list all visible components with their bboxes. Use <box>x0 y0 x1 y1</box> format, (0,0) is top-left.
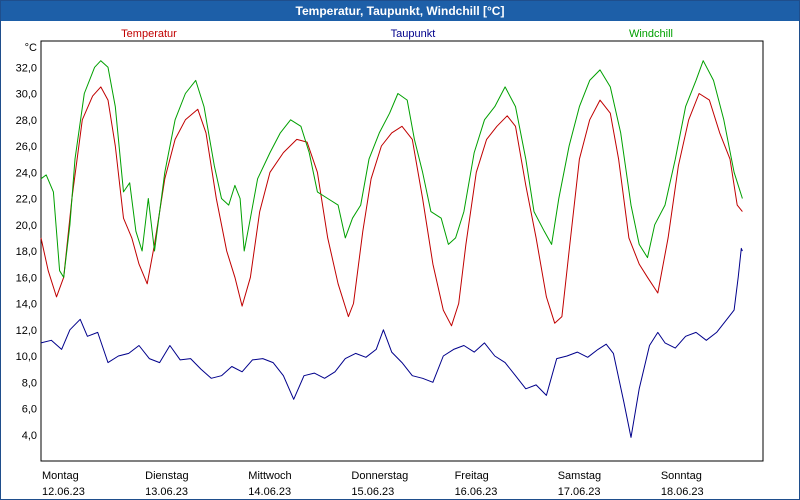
x-tick-day-label: Donnerstag <box>351 470 408 482</box>
y-tick-label: 14,0 <box>16 299 37 311</box>
y-tick-label: 10,0 <box>16 351 37 363</box>
legend: Temperatur Taupunkt Windchill <box>121 28 673 40</box>
x-tick-day-label: Mittwoch <box>248 470 291 482</box>
y-tick-label: 20,0 <box>16 220 37 232</box>
x-tick-day-label: Dienstag <box>145 470 188 482</box>
legend-entry-temperatur: Temperatur <box>121 28 177 40</box>
y-tick-label: 4,0 <box>22 430 37 442</box>
x-tick-date-label: 14.06.23 <box>248 486 291 498</box>
series-line-windchill <box>40 60 743 278</box>
x-tick-day-label: Freitag <box>455 470 489 482</box>
series-line-temperatur <box>40 86 743 327</box>
series-lines <box>40 60 743 438</box>
x-tick-date-label: 17.06.23 <box>558 486 601 498</box>
x-tick-day-label: Montag <box>42 470 79 482</box>
y-tick-label: 12,0 <box>16 325 37 337</box>
x-tick-day-label: Sonntag <box>661 470 702 482</box>
x-tick-day-label: Samstag <box>558 470 601 482</box>
line-chart: 4,0 6,0 8,0 10,0 12,0 14,0 16,0 18,0 20,0 22,0 24,… <box>16 28 764 498</box>
y-tick-label: 8,0 <box>22 377 37 389</box>
y-tick-label: 16,0 <box>16 272 37 284</box>
window-title: Temperatur, Taupunkt, Windchill [°C] <box>1 1 799 21</box>
legend-entry-windchill: Windchill <box>629 28 673 40</box>
y-axis-unit: °C <box>25 42 37 54</box>
y-tick-label: 28,0 <box>16 115 37 127</box>
y-tick-label: 32,0 <box>16 62 37 74</box>
x-tick-date-label: 15.06.23 <box>351 486 394 498</box>
x-tick-date-label: 13.06.23 <box>145 486 188 498</box>
plot-frame <box>40 40 764 462</box>
x-tick-date-label: 16.06.23 <box>455 486 498 498</box>
y-tick-label: 18,0 <box>16 246 37 258</box>
x-tick-date-label: 12.06.23 <box>42 486 85 498</box>
y-tick-label: 30,0 <box>16 89 37 101</box>
y-tick-label: 6,0 <box>22 404 37 416</box>
y-tick-label: 24,0 <box>16 167 37 179</box>
y-tick-label: 22,0 <box>16 194 37 206</box>
x-tick-date-label: 18.06.23 <box>661 486 704 498</box>
series-line-taupunkt <box>40 247 743 438</box>
legend-entry-taupunkt: Taupunkt <box>391 28 436 40</box>
axes: 4,0 6,0 8,0 10,0 12,0 14,0 16,0 18,0 20,0 22,0 24,… <box>16 40 764 498</box>
y-tick-label: 26,0 <box>16 141 37 153</box>
